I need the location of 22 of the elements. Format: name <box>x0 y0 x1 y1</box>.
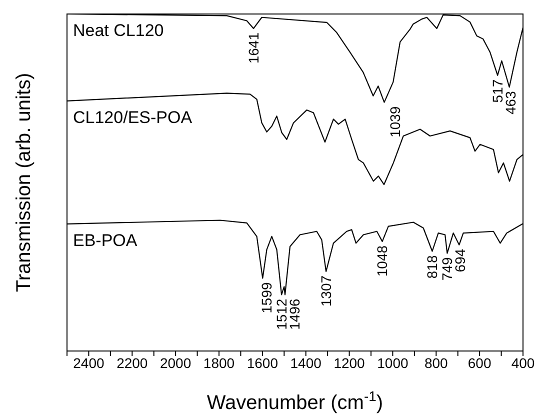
x-tick-label: 1000 <box>377 354 408 371</box>
x-tick-label: 400 <box>511 354 535 371</box>
x-tick-label: 1200 <box>334 354 366 371</box>
annotation: 1641 <box>245 32 262 64</box>
series-label: CL120/ES-POA <box>73 108 193 127</box>
x-tick-label: 2200 <box>116 354 148 371</box>
x-tick-label: 600 <box>468 354 492 371</box>
series-label: EB-POA <box>73 230 138 250</box>
y-axis-title: Transmission (arb. units) <box>13 72 35 292</box>
annotation: 1048 <box>374 245 390 277</box>
annotation: 1599 <box>258 282 274 314</box>
x-tick-label: 1600 <box>246 354 278 371</box>
x-axis-title: Wavenumber (cm$^{-1}$) <box>206 388 384 414</box>
x-tick-label: 2400 <box>73 354 104 371</box>
annotation: 1039 <box>387 106 404 138</box>
series-label: Neat CL120 <box>73 21 164 40</box>
x-tick-label: 1800 <box>203 354 235 371</box>
x-tick-label: 1400 <box>290 354 322 371</box>
annotation: 1307 <box>318 275 334 307</box>
x-tick-label: 800 <box>424 354 448 371</box>
x-tick-label: 2000 <box>160 354 192 371</box>
annotation: 818 <box>424 255 440 279</box>
